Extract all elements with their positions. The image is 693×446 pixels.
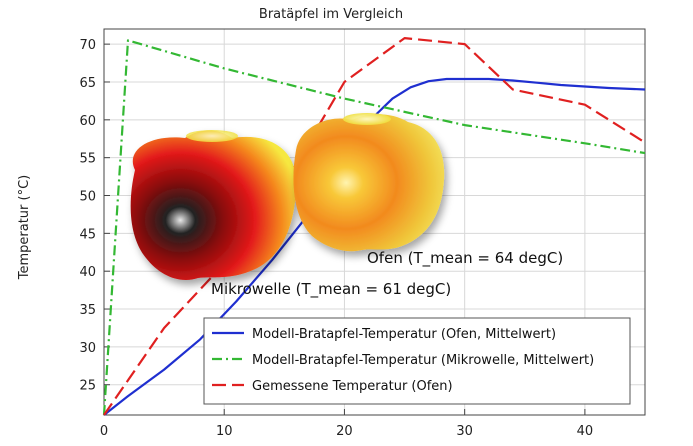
oven-apple-image	[293, 113, 445, 252]
y-axis-label: Temperatur (°C)	[17, 175, 32, 281]
legend: Modell-Bratapfel-Temperatur (Ofen, Mitte…	[203, 317, 631, 405]
y-tick-label: 70	[79, 38, 96, 53]
legend-label-3: Gemessene Temperatur (Ofen)	[252, 379, 453, 394]
y-tick-label: 25	[79, 379, 96, 394]
x-tick-label: 40	[577, 424, 594, 439]
y-ticks: 25 30 35 40 45 50 55 60 65 70	[79, 38, 110, 394]
x-tick-label: 20	[336, 424, 353, 439]
annotation-microwave: Mikrowelle (T_mean = 61 degC)	[211, 280, 451, 299]
legend-box	[203, 317, 631, 405]
chart-title: Bratäpfel im Vergleich	[259, 7, 403, 22]
y-tick-label: 40	[79, 265, 96, 280]
y-tick-label: 65	[79, 76, 96, 91]
y-tick-label: 60	[79, 114, 96, 129]
y-tick-label: 30	[79, 341, 96, 356]
legend-label-2: Modell-Bratapfel-Temperatur (Mikrowelle,…	[252, 353, 594, 368]
annotation-oven: Ofen (T_mean = 64 degC)	[367, 249, 563, 268]
plot-area	[103, 28, 646, 416]
series-line-2	[102, 39, 646, 416]
y-tick-label: 45	[79, 227, 96, 242]
x-ticks: 0 10 20 30 40	[100, 409, 593, 439]
x-tick-label: 10	[216, 424, 233, 439]
y-tick-label: 35	[79, 303, 96, 318]
microwave-apple-image	[130, 130, 297, 280]
x-tick-label: 0	[100, 424, 108, 439]
series-line-3	[103, 37, 646, 416]
legend-label-1: Modell-Bratapfel-Temperatur (Ofen, Mitte…	[252, 327, 556, 342]
y-tick-label: 55	[79, 152, 96, 167]
y-tick-label: 50	[79, 190, 96, 205]
x-tick-label: 30	[456, 424, 473, 439]
